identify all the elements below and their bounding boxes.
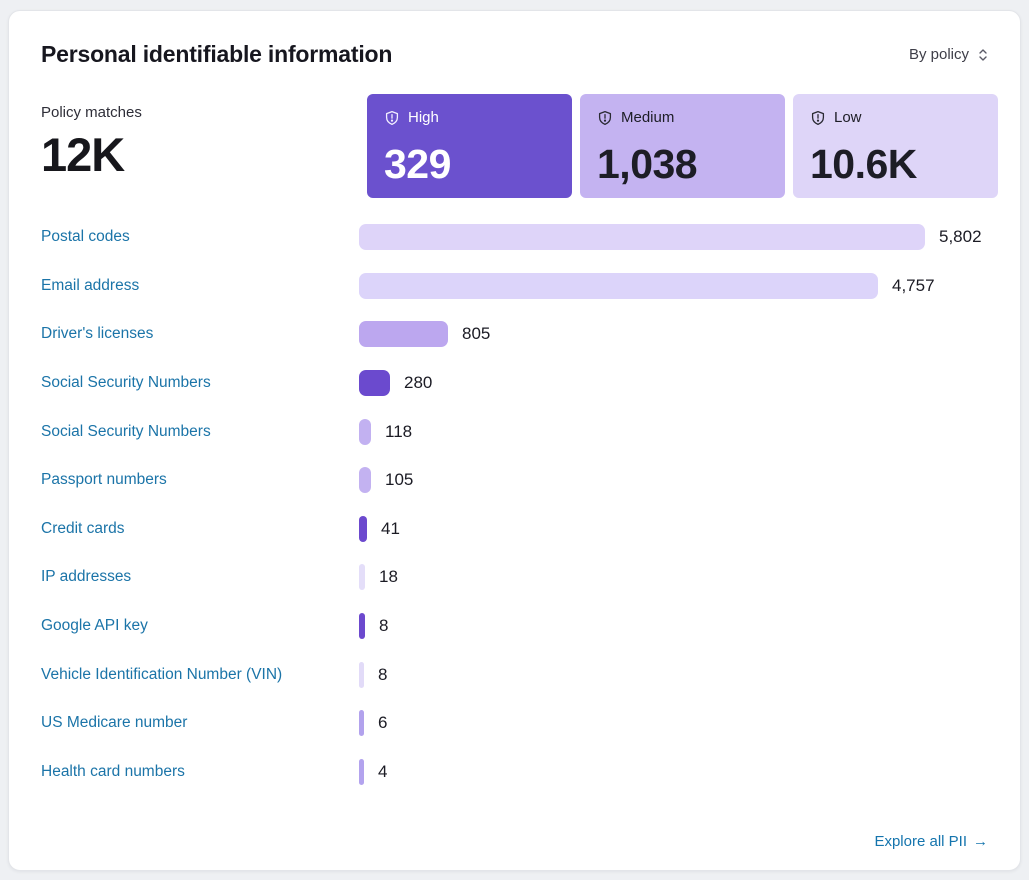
pii-rows: Postal codes 5,802 Email address 4,757 Drive…	[41, 213, 988, 796]
pii-bar[interactable]	[359, 272, 878, 299]
pii-bar-value: 280	[404, 373, 433, 393]
explore-all-pii-label: Explore all PII	[874, 833, 967, 850]
pii-row: Driver's licenses 805	[41, 310, 988, 359]
pii-bar-value: 4,757	[892, 275, 935, 295]
severity-tile-low[interactable]: Low 10.6K	[793, 94, 998, 198]
pii-row: Social Security Numbers 118	[41, 407, 988, 456]
severity-tile-high-label: High	[408, 109, 439, 126]
severity-tile-high-header: High	[384, 109, 555, 126]
page-title: Personal identifiable information	[41, 41, 393, 67]
pii-bar[interactable]	[359, 321, 448, 348]
chevron-up-down-icon	[978, 48, 988, 62]
pii-bar-value: 41	[381, 518, 400, 538]
pii-row: Passport numbers 105	[41, 456, 988, 505]
severity-tile-medium-header: Medium	[597, 109, 768, 126]
pii-bar-value: 805	[462, 324, 491, 344]
severity-tile-low-label: Low	[834, 109, 862, 126]
pii-bar-value: 118	[385, 421, 413, 441]
shield-exclamation-icon	[597, 110, 613, 126]
pii-category-link[interactable]: Social Security Numbers	[41, 422, 211, 440]
pii-category-link[interactable]: IP addresses	[41, 568, 132, 586]
pii-category-link[interactable]: Vehicle Identification Number (VIN)	[41, 665, 283, 683]
pii-row: Vehicle Identification Number (VIN) 8	[41, 650, 988, 699]
pii-category-link[interactable]: Driver's licenses	[41, 325, 154, 343]
severity-tile-medium-value: 1,038	[597, 141, 698, 187]
pii-category-link[interactable]: Passport numbers	[41, 471, 167, 489]
pii-row: Health card numbers 4	[41, 748, 988, 797]
pii-category-link[interactable]: US Medicare number	[41, 714, 188, 732]
shield-exclamation-icon	[384, 110, 400, 126]
pii-category-link[interactable]: Social Security Numbers	[41, 374, 211, 392]
pii-bar[interactable]	[359, 564, 365, 591]
pii-bar[interactable]	[359, 710, 364, 737]
policy-matches-stat: Policy matches 12K	[41, 94, 359, 198]
pii-bar[interactable]	[359, 661, 364, 688]
pii-row: Social Security Numbers 280	[41, 359, 988, 408]
severity-tile-high[interactable]: High 329	[367, 94, 572, 198]
pii-category-link[interactable]: Credit cards	[41, 519, 125, 537]
pii-bar[interactable]	[359, 613, 365, 640]
pii-bar-value: 8	[378, 664, 388, 684]
severity-tile-medium-label: Medium	[621, 109, 675, 126]
severity-tile-low-value: 10.6K	[810, 141, 917, 187]
pii-bar[interactable]	[359, 370, 390, 397]
severity-tile-high-value: 329	[384, 141, 451, 187]
severity-tile-low-header: Low	[810, 109, 981, 126]
pii-category-link[interactable]: Health card numbers	[41, 762, 185, 780]
shield-exclamation-icon	[810, 110, 826, 126]
pii-bar[interactable]	[359, 467, 371, 494]
pii-bar-value: 6	[378, 713, 388, 733]
pii-row: Postal codes 5,802	[41, 213, 988, 262]
pii-category-link[interactable]: Email address	[41, 276, 140, 294]
pii-row: US Medicare number 6	[41, 699, 988, 748]
policy-matches-value: 12K	[41, 128, 125, 181]
pii-row: Google API key 8	[41, 602, 988, 651]
pii-bar-value: 18	[379, 567, 398, 587]
pii-row: Credit cards 41	[41, 505, 988, 554]
pii-bar[interactable]	[359, 515, 367, 542]
pii-card: Personal identifiable information By pol…	[8, 10, 1021, 871]
pii-bar-value: 8	[379, 616, 389, 636]
pii-bar-value: 105	[385, 470, 414, 490]
stats-row: Policy matches 12K High 329 Medium 1,038…	[41, 94, 998, 198]
pii-row: IP addresses 18	[41, 553, 988, 602]
arrow-right-icon: →	[973, 833, 988, 850]
pii-bar[interactable]	[359, 418, 371, 445]
sort-by-label: By policy	[908, 46, 969, 63]
pii-bar-value: 5,802	[939, 227, 982, 247]
pii-bar-value: 4	[378, 761, 388, 781]
pii-row: Email address 4,757	[41, 262, 988, 311]
pii-category-link[interactable]: Google API key	[41, 617, 148, 635]
pii-bar[interactable]	[359, 758, 364, 785]
severity-tile-medium[interactable]: Medium 1,038	[580, 94, 785, 198]
explore-all-pii-link[interactable]: Explore all PII →	[874, 833, 988, 850]
policy-matches-label: Policy matches	[41, 104, 142, 121]
pii-category-link[interactable]: Postal codes	[41, 228, 130, 246]
card-header: Personal identifiable information By pol…	[41, 41, 988, 68]
card-footer: Explore all PII →	[41, 823, 988, 850]
sort-by-select[interactable]: By policy	[909, 46, 988, 63]
pii-bar[interactable]	[359, 224, 925, 251]
